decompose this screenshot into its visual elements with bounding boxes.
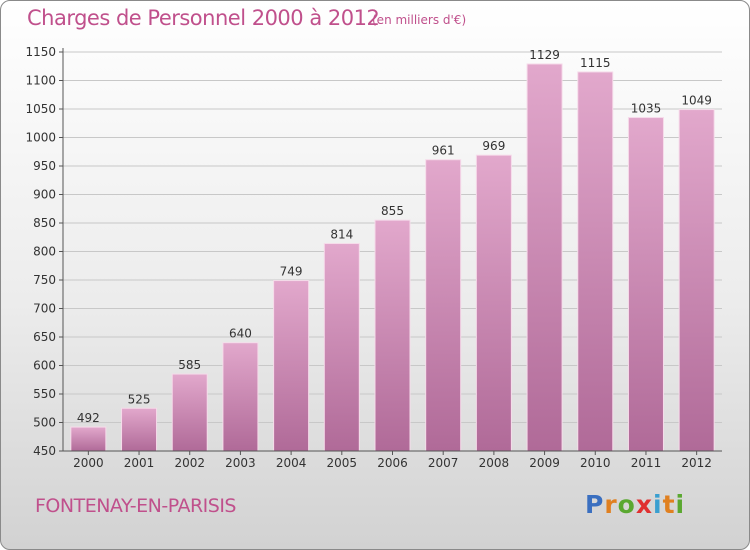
logo-letter: P (585, 490, 605, 519)
x-tick-label: 2003 (225, 456, 256, 470)
x-tick-label: 2006 (377, 456, 408, 470)
bar-value-label: 961 (432, 144, 455, 158)
logo-letter: r (604, 490, 618, 519)
bar-value-label: 1129 (529, 48, 560, 62)
bar (627, 117, 664, 452)
bar (577, 71, 614, 452)
bar-value-label: 969 (482, 139, 505, 153)
bar (70, 426, 107, 452)
y-tick-label: 950 (33, 159, 56, 173)
x-tick-label: 2005 (327, 456, 358, 470)
bar (121, 407, 158, 452)
y-tick-label: 750 (33, 273, 56, 287)
logo-letter: t (662, 490, 676, 519)
x-tick-label: 2001 (124, 456, 155, 470)
y-tick-label: 700 (33, 302, 56, 316)
x-tick-label: 2008 (479, 456, 510, 470)
bar (425, 159, 462, 452)
x-tick-label: 2010 (580, 456, 611, 470)
bars: 492 525 585 640 749 814 855 961 969 1129 1115 1035 1… (70, 48, 715, 452)
y-tick-label: 1100 (25, 74, 56, 88)
x-tick-label: 2002 (174, 456, 205, 470)
bar (475, 154, 512, 452)
location-label: FONTENAY-EN-PARISIS (35, 495, 237, 517)
x-tick-label: 2000 (73, 456, 104, 470)
chart-title: Charges de Personnel 2000 à 2012 (27, 6, 380, 30)
bar-value-label: 749 (280, 265, 303, 279)
bar (273, 280, 310, 452)
bar-value-label: 855 (381, 204, 404, 218)
bar-value-label: 585 (178, 358, 201, 372)
proxiti-logo[interactable]: Proxiti (585, 490, 685, 519)
x-tick-label: 2004 (276, 456, 307, 470)
logo-letter: o (617, 490, 636, 519)
y-tick-label: 1050 (25, 102, 56, 116)
bar-value-label: 525 (128, 392, 151, 406)
y-tick-label: 850 (33, 216, 56, 230)
x-tick-label: 2007 (428, 456, 459, 470)
y-tick-label: 450 (33, 444, 56, 458)
bar-value-label: 492 (77, 411, 100, 425)
bar (323, 243, 360, 452)
y-tick-label: 650 (33, 330, 56, 344)
y-tick-label: 1000 (25, 131, 56, 145)
bar-value-label: 814 (330, 228, 353, 242)
y-tick-label: 500 (33, 416, 56, 430)
x-tick-label: 2011 (631, 456, 662, 470)
logo-letter: x (635, 490, 653, 519)
bar-value-label: 1035 (631, 102, 662, 116)
y-tick-label: 600 (33, 359, 56, 373)
unit-note: (en milliers d'€) (372, 13, 467, 27)
logo-letter: i (675, 490, 686, 519)
y-tick-label: 550 (33, 387, 56, 401)
bar (678, 109, 715, 452)
bar-value-label: 1049 (681, 94, 712, 108)
bar (526, 63, 563, 452)
bar-value-label: 640 (229, 327, 252, 341)
bar (222, 342, 259, 452)
y-tick-label: 800 (33, 245, 56, 259)
x-tick-label: 2009 (529, 456, 560, 470)
axes: 450 500 550 600 650 700 750 800 850 900 950 1000 105… (25, 45, 722, 470)
logo-letter: i (653, 490, 663, 519)
y-tick-label: 900 (33, 188, 56, 202)
x-tick-label: 2012 (681, 456, 712, 470)
bar (374, 219, 411, 452)
bar-value-label: 1115 (580, 56, 611, 70)
bar (171, 373, 208, 452)
y-tick-label: 1150 (25, 45, 56, 59)
